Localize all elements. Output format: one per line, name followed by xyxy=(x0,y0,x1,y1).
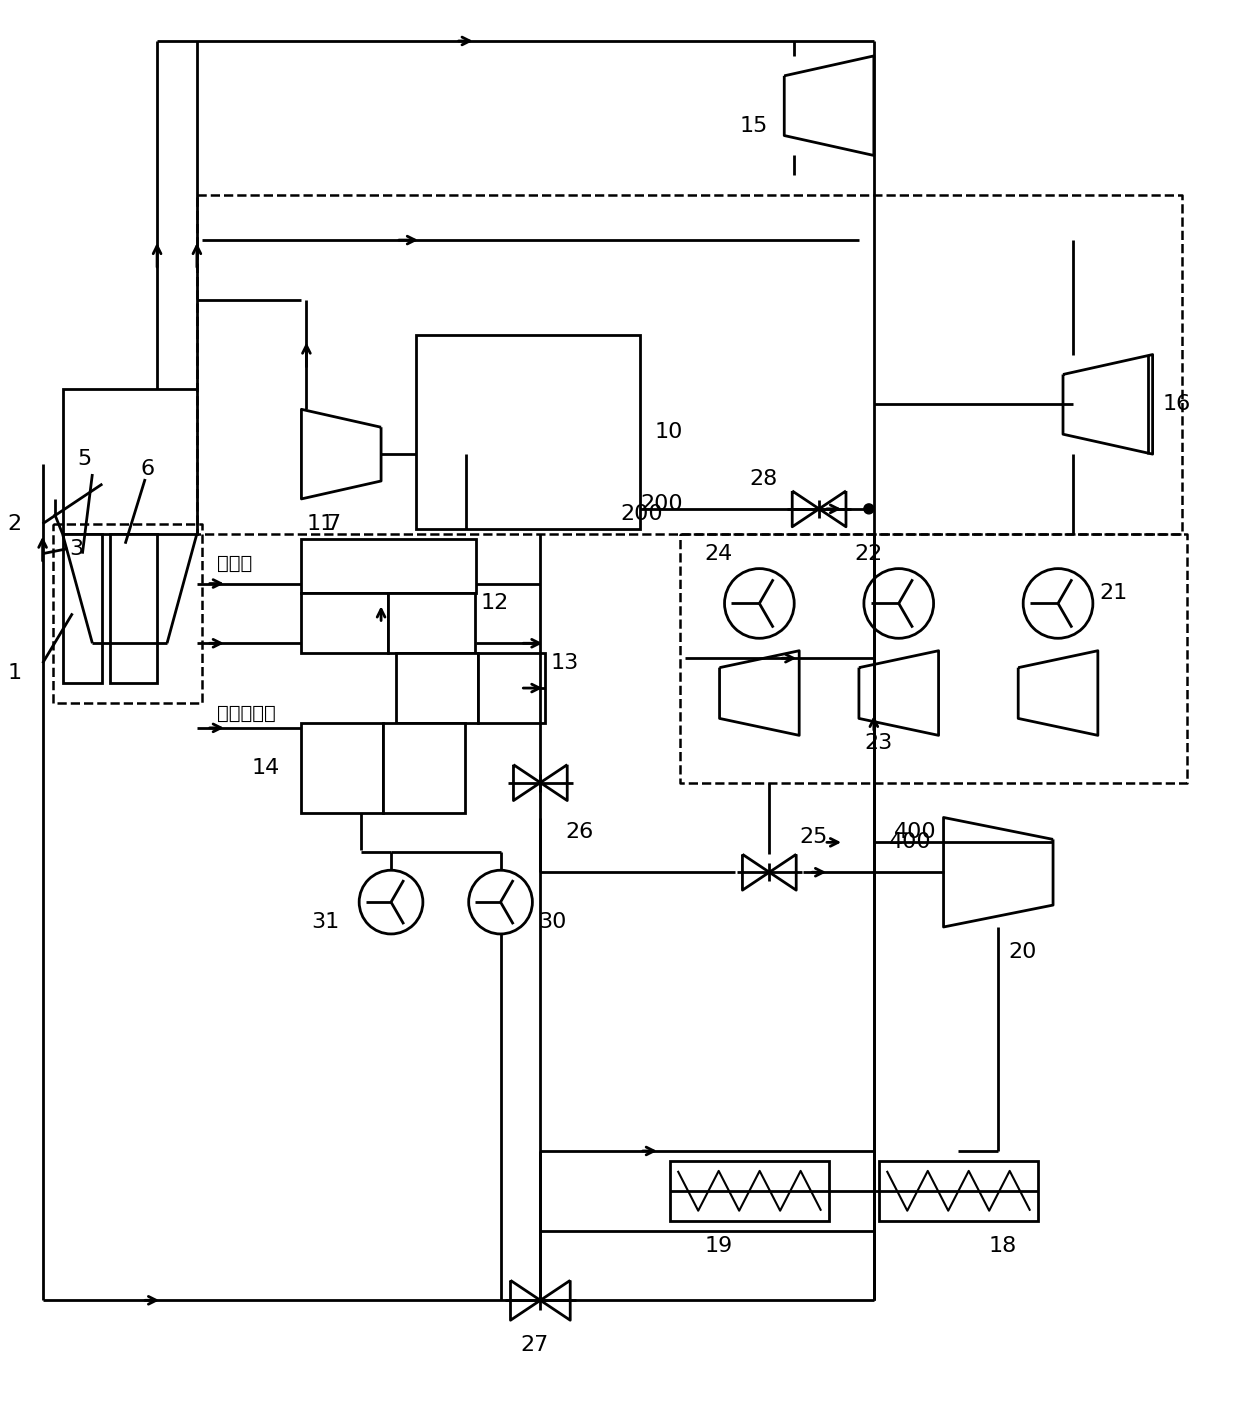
Bar xyxy=(415,335,640,529)
Text: 3: 3 xyxy=(69,539,83,558)
Text: 19: 19 xyxy=(704,1236,733,1256)
Text: 至制粉系统: 至制粉系统 xyxy=(217,703,275,723)
Text: 30: 30 xyxy=(538,912,567,932)
Text: 22: 22 xyxy=(854,544,882,564)
Text: 5: 5 xyxy=(77,449,92,469)
Text: 至炉膛: 至炉膛 xyxy=(217,554,252,572)
Bar xyxy=(479,654,546,723)
Text: 200: 200 xyxy=(620,504,662,523)
Bar xyxy=(396,654,479,723)
Text: 11: 11 xyxy=(306,513,335,533)
Text: 400: 400 xyxy=(894,822,936,842)
Text: 26: 26 xyxy=(565,822,594,842)
Bar xyxy=(301,539,476,593)
Text: 16: 16 xyxy=(1163,394,1190,414)
Circle shape xyxy=(724,568,794,638)
Circle shape xyxy=(360,870,423,934)
Text: 200: 200 xyxy=(640,494,682,513)
Text: 400: 400 xyxy=(889,832,931,853)
Text: 13: 13 xyxy=(551,654,579,673)
Bar xyxy=(110,533,157,683)
Text: 20: 20 xyxy=(1008,941,1037,962)
Bar xyxy=(301,593,388,654)
Text: 12: 12 xyxy=(481,593,508,613)
Circle shape xyxy=(1023,568,1092,638)
Text: 28: 28 xyxy=(749,469,777,490)
Text: 31: 31 xyxy=(311,912,340,932)
Bar xyxy=(62,533,103,683)
Circle shape xyxy=(864,568,934,638)
Bar xyxy=(62,390,197,533)
Text: 27: 27 xyxy=(521,1336,548,1355)
Circle shape xyxy=(864,504,874,513)
Text: 15: 15 xyxy=(739,115,768,136)
Text: 23: 23 xyxy=(864,732,892,753)
Text: 7: 7 xyxy=(326,513,341,533)
Text: 2: 2 xyxy=(7,513,22,533)
Bar xyxy=(388,593,475,654)
Text: 24: 24 xyxy=(704,544,733,564)
Text: 21: 21 xyxy=(1100,584,1128,603)
Text: 1: 1 xyxy=(7,664,22,683)
Text: 14: 14 xyxy=(252,758,280,777)
Bar xyxy=(670,1160,830,1221)
Text: 6: 6 xyxy=(140,459,154,478)
Bar xyxy=(879,1160,1038,1221)
Text: 18: 18 xyxy=(988,1236,1017,1256)
Text: 10: 10 xyxy=(655,422,683,442)
Circle shape xyxy=(469,870,532,934)
Bar xyxy=(301,723,383,812)
Bar xyxy=(383,723,465,812)
Text: 25: 25 xyxy=(800,828,827,847)
